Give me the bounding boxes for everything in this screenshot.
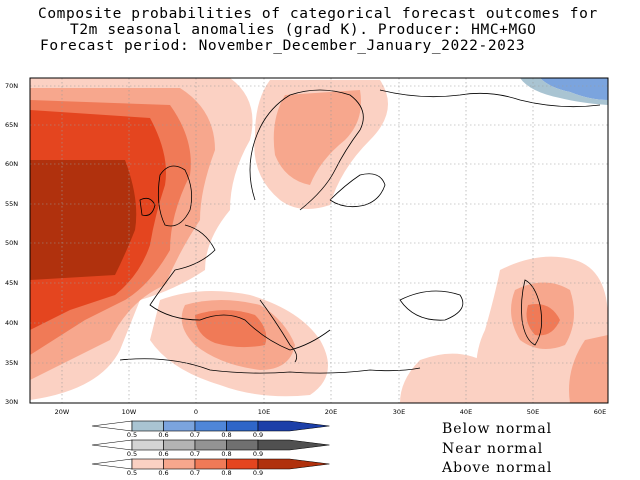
above-normal-caspian-high (526, 304, 560, 336)
coast-scandinavia (249, 89, 364, 211)
coastlines (119, 89, 601, 374)
lat-tick: 30N (5, 398, 18, 406)
above-colorbar-tick: 0.7 (190, 469, 200, 477)
coast-italy (259, 299, 298, 363)
coast-western-europe (149, 224, 331, 351)
near-colorbar-segment (257, 439, 330, 451)
lat-tick: 35N (5, 359, 18, 367)
latitude-axis: 70N 65N 60N 55N 50N 45N 40N 35N 30N (5, 82, 18, 406)
coast-baltic (329, 173, 386, 208)
lon-tick: 50E (527, 408, 539, 416)
above-normal-mediterranean-high (195, 310, 267, 348)
near-colorbar-tick: 0.5 (127, 450, 137, 458)
above-colorbar-segment (194, 458, 227, 470)
below-normal-northeast (540, 78, 608, 100)
below-colorbar-segment (194, 420, 227, 432)
legend-colorbars: 0.5 0.6 0.7 0.8 0.9 0.5 0.6 0.7 0.8 0.9 0.5 0.6 0.7 0… (91, 420, 330, 477)
title-line-1: Composite probabilities of categorical f… (38, 6, 598, 22)
legend-label-below: Below normal (442, 421, 553, 437)
lon-tick: 40E (460, 408, 472, 416)
above-colorbar-segment (257, 458, 330, 470)
near-colorbar-segment (131, 439, 164, 451)
lat-tick: 40N (5, 319, 18, 327)
coast-black-sea (399, 290, 464, 321)
lat-tick: 60N (5, 160, 18, 168)
probability-shading (30, 78, 608, 403)
near-colorbar-segment (163, 439, 196, 451)
legend-label-near: Near normal (442, 441, 544, 457)
below-colorbar-start (91, 420, 133, 432)
below-colorbar-segment (131, 420, 164, 432)
lon-tick: 20W (55, 408, 70, 416)
lat-tick: 55N (5, 200, 18, 208)
title-line-3: Forecast period: November_December_Janua… (40, 38, 526, 54)
lon-tick: 30E (393, 408, 405, 416)
graticule (30, 78, 608, 403)
below-colorbar-tick: 0.6 (158, 431, 168, 439)
coast-arctic (379, 89, 601, 108)
above-colorbar-segment (131, 458, 164, 470)
lon-tick: 10E (258, 408, 270, 416)
coast-north-africa (119, 358, 421, 374)
title-line-2: T2m seasonal anomalies (grad K). Produce… (70, 22, 537, 38)
above-colorbar-tick: 0.9 (253, 469, 263, 477)
above-colorbar-tick: 0.6 (158, 469, 168, 477)
lat-tick: 65N (5, 121, 18, 129)
near-colorbar-tick: 0.9 (253, 450, 263, 458)
above-colorbar-start (91, 458, 133, 470)
above-normal-arabia (400, 353, 490, 403)
near-colorbar-tick: 0.7 (190, 450, 200, 458)
below-colorbar-segment (163, 420, 196, 432)
above-colorbar-segment (226, 458, 259, 470)
above-colorbar-tick: 0.8 (221, 469, 231, 477)
near-colorbar-tick: 0.8 (221, 450, 231, 458)
below-colorbar-segment (257, 420, 330, 432)
coast-caspian (521, 279, 543, 346)
lon-tick: 60E (594, 408, 606, 416)
map-frame (29, 77, 609, 404)
above-colorbar-segment (163, 458, 196, 470)
coast-ireland (139, 197, 156, 216)
lon-tick: 10W (122, 408, 137, 416)
below-colorbar-segment (226, 420, 259, 432)
above-normal-east (569, 335, 608, 403)
longitude-axis: 20W 10W 0 10E 20E 30E 40E 50E 60E (55, 408, 607, 416)
legend-label-above: Above normal (442, 460, 553, 476)
above-normal-scandinavia-mid (273, 90, 361, 185)
near-colorbar-segment (194, 439, 227, 451)
above-colorbar-tick: 0.5 (127, 469, 137, 477)
near-colorbar-segment (226, 439, 259, 451)
near-colorbar-start (91, 439, 133, 451)
below-normal-northeast-light (520, 78, 608, 105)
lat-tick: 45N (5, 279, 18, 287)
coast-british-isles (157, 165, 193, 227)
below-colorbar-tick: 0.5 (127, 431, 137, 439)
lon-tick: 0 (194, 408, 198, 416)
above-normal-area-max (30, 160, 137, 280)
lat-tick: 70N (5, 82, 18, 90)
lon-tick: 20E (325, 408, 337, 416)
below-colorbar-tick: 0.9 (253, 431, 263, 439)
below-colorbar-tick: 0.7 (190, 431, 200, 439)
near-colorbar-tick: 0.6 (158, 450, 168, 458)
lat-tick: 50N (5, 239, 18, 247)
below-colorbar-tick: 0.8 (221, 431, 231, 439)
